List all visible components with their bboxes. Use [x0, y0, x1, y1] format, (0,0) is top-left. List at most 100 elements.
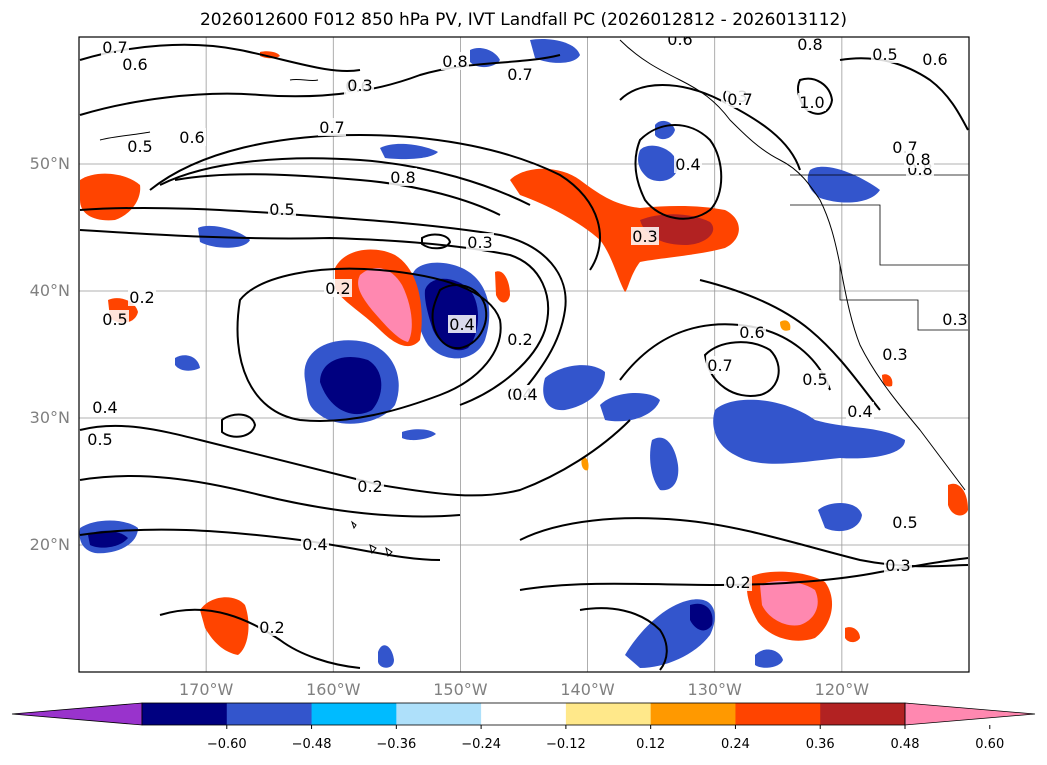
- contour-label-bg: [128, 288, 156, 306]
- contour-label: 0.4: [449, 315, 474, 334]
- negative-anomaly-areas: [79, 38, 905, 668]
- colorbar-segment: [650, 703, 736, 725]
- contour-label-bg: [904, 150, 932, 168]
- colorbar-tick-label: 0.60: [975, 737, 1005, 752]
- colorbar-segment: [396, 703, 482, 725]
- colorbar-frame: [141, 702, 906, 726]
- contour-label: 0.7: [507, 65, 532, 84]
- colorbar-segment: [565, 703, 652, 725]
- contour-label-bg: [301, 535, 329, 553]
- contour-label: 0.6: [667, 30, 692, 49]
- contour-label-bg: [921, 50, 949, 68]
- colorbar-extend-low: [11, 702, 143, 726]
- contour-label-bg: [798, 93, 826, 111]
- lat-tick-label: 40°N: [29, 281, 70, 300]
- contour-label-bg: [389, 168, 417, 186]
- colorbar-segment: [226, 703, 313, 725]
- colorbar-segment: [481, 703, 567, 725]
- contour-label-bg: [738, 323, 766, 341]
- contour-label: 0.5: [892, 513, 917, 532]
- colorbar-segment: [311, 703, 397, 725]
- lon-tick-label: 170°W: [178, 680, 234, 699]
- contour-label-bg: [506, 65, 534, 83]
- contour-label: 0.5: [127, 137, 152, 156]
- colorbar-tick-label: −0.60: [206, 737, 247, 752]
- lon-tick-label: 160°W: [306, 680, 361, 699]
- contour-label: 0.2: [325, 279, 350, 298]
- contour-label-bg: [356, 477, 384, 495]
- contour-label-bg: [324, 279, 352, 297]
- contour-label-bg: [884, 556, 912, 574]
- map-panel: 0.70.60.50.60.60.70.80.50.30.20.20.40.20…: [78, 30, 970, 673]
- contour-label: 0.4: [675, 155, 700, 174]
- contour-label-bg: [726, 90, 754, 108]
- contour-label-bg: [891, 513, 919, 531]
- contour-label: 0.3: [885, 556, 910, 575]
- lat-tick-label: 50°N: [29, 154, 70, 173]
- contour-label-bg: [871, 45, 899, 63]
- contour-label-bg: [511, 385, 539, 403]
- colorbar-segment: [142, 703, 228, 725]
- contour-label-bg: [846, 402, 874, 420]
- contour-label-bg: [121, 55, 149, 73]
- contour-label: 0.5: [102, 310, 127, 329]
- contour-label: 0.8: [797, 35, 822, 54]
- contour-label: 0.2: [129, 288, 154, 307]
- contour-label: 0.5: [802, 370, 827, 389]
- contour-label: 0.3: [942, 310, 967, 329]
- contour-label-bg: [448, 315, 476, 333]
- contour-label: 0.2: [357, 477, 382, 496]
- colorbar-segment: [820, 703, 906, 725]
- contour-label: 0.6: [739, 323, 764, 342]
- contour-label: 0.6: [122, 55, 147, 74]
- contour-label: 0.5: [872, 45, 897, 64]
- contour-label: 0.3: [467, 233, 492, 252]
- colorbar-tick-label: 0.24: [720, 737, 750, 752]
- contour-label: 0.8: [442, 52, 467, 71]
- contour-label-bg: [101, 38, 129, 56]
- colorbar-tick-label: −0.48: [291, 737, 332, 752]
- contour-label: 0.2: [725, 573, 750, 592]
- contour-label-bg: [881, 345, 909, 363]
- colorbar-extend-high: [904, 702, 1036, 726]
- contour-label: 0.2: [259, 618, 284, 637]
- contour-label: 0.2: [507, 330, 532, 349]
- contour-label: 0.4: [92, 398, 117, 417]
- contour-label-bg: [631, 227, 659, 245]
- contour-label: 0.5: [269, 200, 294, 219]
- contour-label-bg: [126, 137, 154, 155]
- contour-label: 0.7: [102, 38, 127, 57]
- colorbar-tick-label: −0.12: [545, 737, 586, 752]
- contour-label-bg: [801, 370, 829, 388]
- contour-label-bg: [258, 618, 286, 636]
- lat-tick-label: 20°N: [29, 535, 70, 554]
- contour-label: 0.3: [882, 345, 907, 364]
- map-title: 2026012600 F012 850 hPa PV, IVT Landfall…: [199, 10, 847, 30]
- contour-label: 0.8: [390, 168, 415, 187]
- colorbar-tick-label: 0.48: [890, 737, 920, 752]
- contour-label-bg: [101, 310, 129, 328]
- contour-label: 0.4: [512, 385, 537, 404]
- contour-label-bg: [346, 76, 374, 94]
- contour-label: 0.7: [727, 90, 752, 109]
- contour-label-bg: [666, 37, 694, 48]
- map-frame: [78, 36, 970, 673]
- lon-tick-label: 140°W: [560, 680, 615, 699]
- contour-label-bg: [941, 310, 969, 328]
- contour-label-bg: [674, 155, 702, 173]
- contour-label-bg: [178, 128, 206, 146]
- colorbar-tick-label: −0.24: [461, 737, 502, 752]
- contour-label: 0.6: [922, 50, 947, 69]
- colorbar-tick-label: 0.12: [636, 737, 666, 752]
- shaded-field: [79, 38, 968, 668]
- contour-label: 0.6: [179, 128, 204, 147]
- colorbar-segment: [735, 703, 821, 725]
- contour-label: 1.0: [799, 93, 824, 112]
- lon-tick-label: 120°W: [814, 680, 870, 699]
- contour-label-bg: [724, 573, 752, 591]
- colorbar-tick-label: 0.36: [805, 737, 835, 752]
- colorbar-tick-label: −0.36: [376, 737, 417, 752]
- contour-label-bg: [318, 118, 346, 136]
- lat-tick-label: 30°N: [29, 408, 70, 427]
- contour-label-bg: [796, 37, 824, 53]
